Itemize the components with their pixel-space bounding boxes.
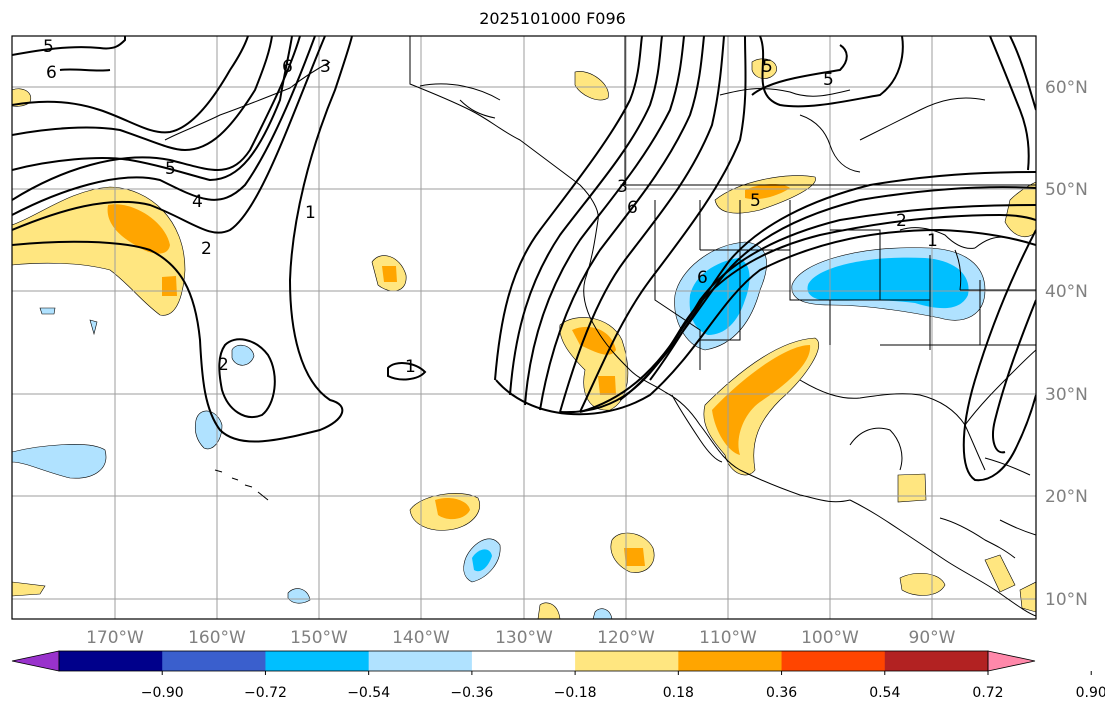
contour-label: 5 [43,37,54,57]
colorbar-segment [471,651,576,671]
lon-label: 140°W [392,628,450,648]
positive-anomaly-area [984,554,1016,593]
contour-label: 5 [762,57,773,77]
negative-anomaly-area [592,608,613,619]
colorbar-tick-label: 0.18 [663,685,694,701]
positive-anomaly-area [12,581,46,597]
contour-label: 3 [617,177,628,197]
positive-anomaly-area [162,276,177,296]
contour-label: 2 [896,211,907,231]
colorbar-segment [368,651,473,671]
colorbar-segment [162,651,266,671]
map-title: 2025101000 F096 [479,9,626,28]
contour-label: 5 [823,70,834,90]
colorbar-tick-label: 0.72 [972,685,1003,701]
contour-label: 4 [192,192,203,212]
colorbar-tick-label: −0.18 [554,685,597,701]
lat-label: 50°N [1045,180,1088,200]
contour-label: 6 [627,198,638,218]
contour-label: 2 [201,239,212,259]
contour-labels: 5 6 6 3 5 4 2 1 2 1 3 6 5 2 1 5 5 6 [43,37,938,377]
positive-anomaly-area [745,184,790,200]
positive-anomaly-area [107,204,170,254]
positive-anomaly-area [382,266,397,282]
contour-label: 5 [165,159,176,179]
anomaly-shading [12,58,1036,619]
positive-anomaly-area [897,473,927,503]
positive-anomaly-area [712,345,811,455]
positive-anomaly-area [624,548,645,566]
lat-label: 30°N [1045,385,1088,405]
negative-anomaly-area [287,588,311,604]
contour-label: 1 [305,203,316,223]
positive-anomaly-area [574,71,609,101]
colorbar-extend-min [11,650,60,672]
colorbar: −0.90 −0.72 −0.54 −0.36 −0.18 0.18 0.36 0.54 0.7… [11,650,1105,701]
negative-anomaly-area [12,444,107,479]
colorbar-tick-label: −0.72 [244,685,287,701]
colorbar-frame [58,650,989,672]
negative-anomaly-area [807,257,969,309]
positive-anomaly-area [598,376,616,395]
height-contours [12,36,1036,482]
lat-label: 40°N [1045,282,1088,302]
graticule [12,36,1036,619]
map-frame [11,35,1037,620]
negative-anomaly-area [689,258,750,335]
contour-label: 3 [320,57,331,77]
negative-anomaly-area [39,307,56,315]
lon-label: 120°W [597,628,655,648]
latitude-labels: 60°N 50°N 40°N 30°N 20°N 10°N [1045,78,1088,610]
lon-label: 100°W [801,628,859,648]
contour-label: 2 [218,355,229,375]
colorbar-tick-label: −0.90 [141,685,184,701]
negative-anomaly-area [472,549,492,572]
lat-label: 60°N [1045,78,1088,98]
colorbar-segment [678,651,783,671]
colorbar-tick-label: −0.36 [450,685,493,701]
contour-label: 1 [927,231,938,251]
colorbar-segment [781,651,886,671]
contour-label: 6 [697,268,708,288]
negative-anomaly-area [194,410,223,450]
colorbar-tick-label: 0.36 [766,685,797,701]
lat-label: 20°N [1045,487,1088,507]
contour-label: 6 [46,63,57,83]
positive-anomaly-area [1004,181,1036,237]
lon-label: 130°W [495,628,553,648]
colorbar-segment [884,651,989,671]
colorbar-tick-label: −0.54 [347,685,390,701]
colorbar-tick-label: 0.54 [869,685,900,701]
colorbar-segment [59,651,163,671]
colorbar-tick-label: 0.90 [1076,685,1105,701]
positive-anomaly-area [1019,581,1036,613]
lat-label: 10°N [1045,590,1088,610]
negative-anomaly-area [89,319,98,336]
negative-anomaly-area [231,344,255,366]
positive-anomaly-area [537,602,561,619]
colorbar-extend-max [987,650,1036,672]
contour-label: 5 [750,191,761,211]
lon-label: 150°W [290,628,348,648]
contour-label: 1 [405,357,416,377]
positive-anomaly-area [572,326,616,355]
positive-anomaly-area [435,498,470,520]
colorbar-segment [265,651,370,671]
lon-label: 90°W [909,628,956,648]
longitude-labels: 170°W 160°W 150°W 140°W 130°W 120°W 110°… [86,628,956,648]
coastlines [164,36,1036,617]
lon-label: 170°W [86,628,144,648]
positive-anomaly-area [899,572,946,596]
lon-label: 160°W [188,628,246,648]
lon-label: 110°W [699,628,757,648]
contour-label: 6 [282,57,293,77]
colorbar-segment [575,651,679,671]
